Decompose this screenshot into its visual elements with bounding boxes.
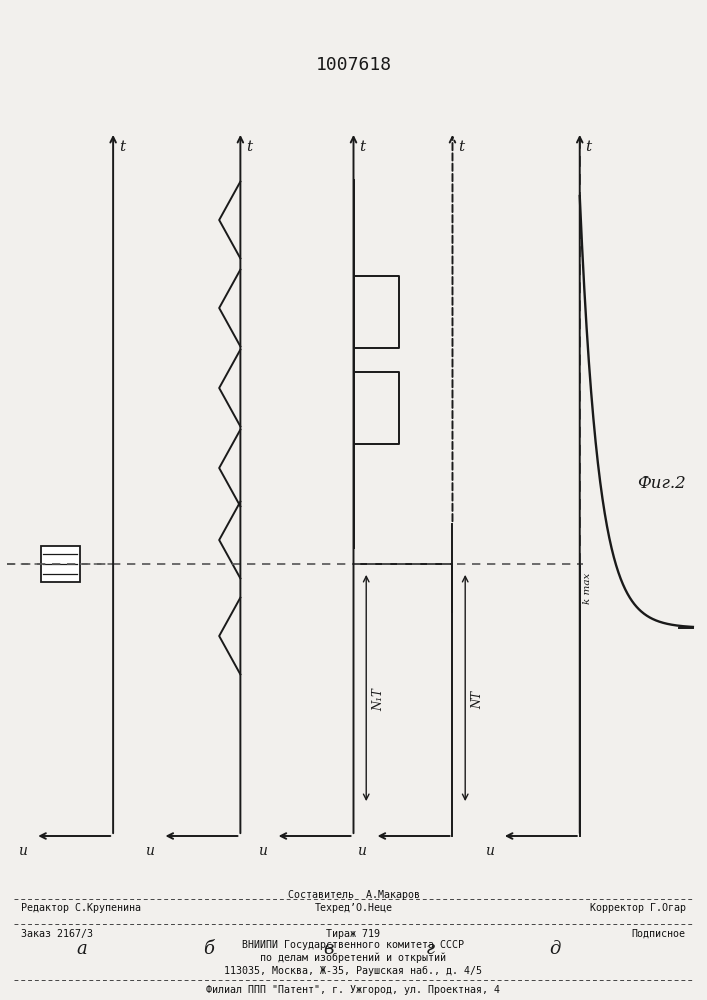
Text: k max: k max — [583, 572, 592, 604]
Text: u: u — [258, 844, 267, 858]
Text: N₁T: N₁T — [372, 689, 385, 711]
Text: по делам изобретений и открытий: по делам изобретений и открытий — [260, 953, 447, 963]
Text: 1007618: 1007618 — [315, 56, 392, 74]
Text: Заказ 2167/3: Заказ 2167/3 — [21, 929, 93, 939]
Text: 113035, Москва, Ж-35, Раушская наб., д. 4/5: 113035, Москва, Ж-35, Раушская наб., д. … — [225, 966, 482, 976]
Text: ВНИИПИ Государственного комитета СССР: ВНИИПИ Государственного комитета СССР — [243, 940, 464, 950]
Text: t: t — [246, 140, 252, 154]
Text: t: t — [359, 140, 366, 154]
Text: Составитель  А.Макаров: Составитель А.Макаров — [288, 890, 419, 900]
Text: д: д — [549, 940, 561, 958]
Text: г: г — [426, 940, 434, 958]
Text: u: u — [18, 844, 27, 858]
Text: NT: NT — [471, 691, 484, 709]
Text: Редактор С.Крупенина: Редактор С.Крупенина — [21, 903, 141, 913]
Text: а: а — [76, 940, 87, 958]
Text: u: u — [357, 844, 366, 858]
Text: Корректор Г.Огар: Корректор Г.Огар — [590, 903, 686, 913]
Text: Тираж 719: Тираж 719 — [327, 929, 380, 939]
Text: в: в — [324, 940, 334, 958]
Text: Филиал ППП "Патент", г. Ужгород, ул. Проектная, 4: Филиал ППП "Патент", г. Ужгород, ул. Про… — [206, 985, 501, 995]
Text: u: u — [145, 844, 154, 858]
Bar — [41, 546, 80, 582]
Text: Фиг.2: Фиг.2 — [637, 476, 686, 492]
Text: б: б — [203, 940, 214, 958]
Text: Подписное: Подписное — [632, 929, 686, 939]
Text: t: t — [585, 140, 592, 154]
Text: u: u — [484, 844, 493, 858]
Text: t: t — [458, 140, 464, 154]
Text: Техред’О.Неце: Техред’О.Неце — [315, 903, 392, 913]
Text: t: t — [119, 140, 125, 154]
